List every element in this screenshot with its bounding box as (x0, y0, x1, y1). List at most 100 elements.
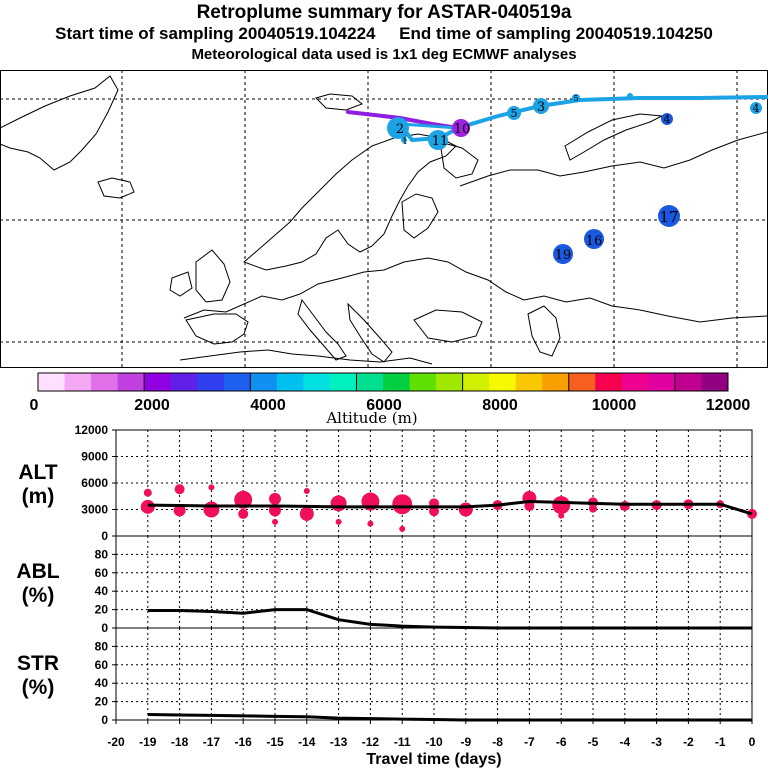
altitude-point (558, 512, 565, 519)
colorbar-swatch (117, 373, 145, 391)
colorbar-swatch (568, 373, 596, 391)
colorbar-swatch (621, 373, 649, 391)
y-tick-label: 60 (95, 566, 109, 580)
altitude-point (303, 487, 310, 494)
x-tick-label: -3 (651, 735, 662, 749)
altitude-colorbar (37, 372, 729, 392)
colorbar-tick-label: 12000 (706, 397, 751, 414)
map-label: 2 (396, 122, 404, 137)
x-tick-label: -15 (266, 735, 284, 749)
y-tick-label: 40 (95, 584, 109, 598)
x-tick-label: -9 (460, 735, 471, 749)
x-tick-label: -12 (362, 735, 380, 749)
map-label: 5 (573, 94, 578, 103)
x-tick-label: -17 (203, 735, 221, 749)
colorbar-swatch (250, 373, 278, 391)
map-label: 3 (537, 100, 545, 115)
map-marker (661, 113, 673, 125)
x-tick-label: -18 (171, 735, 189, 749)
y-tick-label: 40 (95, 676, 109, 690)
map-label: 19 (555, 248, 572, 263)
map-marker (387, 117, 409, 139)
colorbar-label: Altitude (m) (325, 409, 417, 427)
colorbar-swatch (144, 373, 172, 391)
map-label: 16 (586, 234, 603, 249)
map-marker (553, 244, 573, 264)
colorbar-swatch (436, 373, 464, 391)
colorbar-swatch (462, 373, 490, 391)
altitude-mean-line (147, 500, 753, 516)
colorbar-swatch (276, 373, 304, 391)
x-axis-label: Travel time (days) (366, 751, 501, 768)
map-marker (507, 106, 521, 120)
altitude-point (552, 496, 571, 515)
x-tick-label: -5 (588, 735, 599, 749)
colorbar-swatch (170, 373, 198, 391)
x-tick-label: -6 (556, 735, 567, 749)
y-tick-label: 80 (95, 547, 109, 561)
map-marker (658, 205, 680, 227)
altitude-point (392, 494, 413, 515)
panel-ylabel-line2: (m) (22, 485, 55, 508)
time-series-panels: 030006000900012000ALT(m)020406080ABL(%)0… (16, 423, 757, 768)
map-marker (428, 130, 448, 150)
trajectory-labels: 2 1 11 10 5 3 5 4 4 17 16 19 (396, 94, 760, 263)
y-tick-label: 0 (101, 621, 108, 635)
chart-title: Retroplume summary for ASTAR-040519a (196, 2, 572, 23)
x-tick-label: -20 (107, 735, 125, 749)
altitude-point (269, 492, 281, 505)
altitude-point (173, 504, 186, 517)
y-tick-label: 0 (101, 529, 108, 543)
panel-ylabel-line2: (%) (22, 676, 55, 699)
y-tick-label: 12000 (75, 423, 109, 437)
altitude-point (619, 500, 630, 511)
colorbar-swatch (303, 373, 331, 391)
colorbar-swatch (648, 373, 676, 391)
panel-ylabel-line1: STR (17, 652, 59, 675)
map-frame (0, 70, 768, 368)
map-gridlines (0, 70, 768, 368)
map-coastlines (0, 75, 768, 365)
y-tick-label: 20 (95, 695, 109, 709)
colorbar-tick-label: 2000 (134, 397, 170, 414)
trajectory-markers (387, 93, 762, 264)
colorbar-tick-label: 6000 (366, 397, 402, 414)
altitude-point (399, 525, 406, 532)
y-tick-label: 80 (95, 639, 109, 653)
colorbar-swatch (409, 373, 437, 391)
y-tick-label: 60 (95, 658, 109, 672)
altitude-point (330, 495, 347, 512)
colorbar-swatch (383, 373, 411, 391)
x-tick-label: -4 (619, 735, 630, 749)
y-tick-label: 3000 (81, 503, 108, 517)
x-tick-label: -7 (524, 735, 535, 749)
y-tick-label: 9000 (81, 450, 108, 464)
colorbar-swatch (674, 373, 702, 391)
colorbar-swatch (542, 373, 570, 391)
colorbar-tick-label: 0 (30, 397, 39, 414)
x-tick-label: 0 (749, 735, 756, 749)
panel-ylabel-line1: ABL (16, 560, 59, 583)
colorbar-swatch (489, 373, 517, 391)
abl-line (147, 608, 752, 630)
map-label: 11 (432, 134, 449, 149)
map-marker (627, 93, 633, 99)
colorbar-tick-label: 8000 (482, 397, 518, 414)
altitude-point (335, 518, 342, 525)
panel-abl: 0 20 40 60 80 ABL(%) (16, 535, 753, 635)
y-tick-label: 20 (95, 603, 109, 617)
map-marker (584, 229, 604, 249)
colorbar-swatch (701, 373, 729, 391)
colorbar-swatch (515, 373, 543, 391)
altitude-point (524, 500, 535, 511)
colorbar-swatch (356, 373, 384, 391)
map-panel: 2 1 11 10 5 3 5 4 4 17 16 19 (0, 70, 768, 368)
altitude-point (238, 508, 249, 519)
colorbar-tick-labels: 0 2000 4000 6000 8000 10000 12000 (30, 397, 751, 414)
colorbar-swatch (91, 373, 119, 391)
altitude-point (203, 501, 220, 518)
x-tick-label: -19 (139, 735, 157, 749)
map-label: 1 (402, 137, 408, 147)
